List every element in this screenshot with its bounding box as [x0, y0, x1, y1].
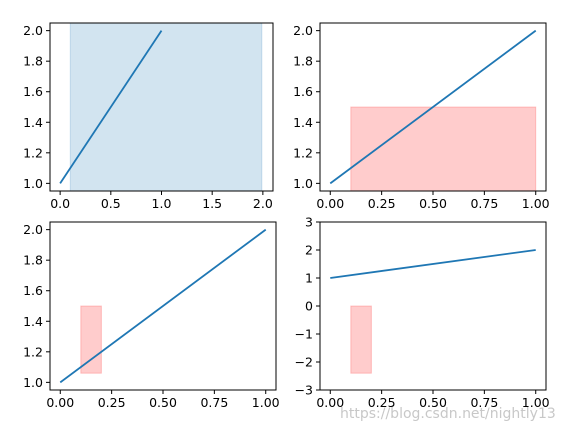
y-tick-label: 2.0 [293, 23, 313, 38]
watermark: https://blog.csdn.net/nightly13 [340, 406, 556, 422]
x-tick-label: 1.5 [202, 196, 222, 211]
x-tick-label: 0.25 [368, 395, 396, 410]
y-tick-label: 1 [305, 271, 313, 286]
y-tick-label: 1.4 [23, 314, 43, 329]
x-tick-label: 0.50 [419, 196, 447, 211]
y-tick-label: −3 [295, 383, 313, 398]
y-tick-label: 1.0 [293, 176, 313, 191]
y-tick-label: 1.2 [293, 145, 313, 160]
y-tick-label: −2 [295, 355, 313, 370]
y-tick-label: 1.8 [23, 54, 43, 69]
x-tick-label: 0.5 [101, 196, 121, 211]
y-tick-label: 3 [305, 215, 313, 230]
x-tick-label: 0.50 [419, 395, 447, 410]
x-tick-label: 2.0 [253, 196, 273, 211]
y-tick-label: 1.2 [23, 145, 43, 160]
shaded-span-0 [350, 106, 537, 192]
x-tick-label: 0.25 [368, 196, 396, 211]
x-tick-label: 1.00 [522, 196, 550, 211]
y-tick-label: 1.6 [23, 283, 43, 298]
series-line-0 [329, 29, 537, 185]
series-line-0 [59, 228, 267, 384]
x-tick-label: 0.00 [46, 395, 74, 410]
y-tick-label: 1.4 [23, 115, 43, 130]
x-tick-label: 0.25 [98, 395, 126, 410]
x-tick-label: 1.00 [522, 395, 550, 410]
series-line-0 [59, 30, 163, 184]
x-tick-label: 0.00 [316, 196, 344, 211]
x-tick-label: 0.00 [316, 395, 344, 410]
x-tick-label: 0.75 [470, 395, 498, 410]
x-tick-label: 0.75 [200, 395, 228, 410]
subplot-top-right: 0.00 0.25 0.50 0.75 1.00 1.0 1.2 1.4 1.6 1.8 2.0 [293, 22, 550, 211]
y-tick-label: 2 [305, 243, 313, 258]
y-tick-label: 1.8 [293, 54, 313, 69]
x-tick-label: 1.0 [152, 196, 172, 211]
y-tick-label: 2.0 [23, 222, 43, 237]
shaded-span-0 [350, 305, 372, 374]
shaded-span-0 [80, 305, 102, 374]
y-tick-label: 1.2 [23, 344, 43, 359]
y-tick-label: 2.0 [23, 23, 43, 38]
y-tick-label: 1.8 [23, 253, 43, 268]
series-line-0 [330, 249, 536, 279]
y-tick-label: 1.0 [23, 176, 43, 191]
x-tick-label: 0.0 [50, 196, 70, 211]
x-tick-label: 0.75 [470, 196, 498, 211]
x-tick-label: 1.00 [252, 395, 280, 410]
subplot-bottom-left: 0.00 0.25 0.50 0.75 1.00 1.0 1.2 1.4 1.6 1.8 2.0 [23, 221, 280, 410]
subplot-bottom-right: 0.00 0.25 0.50 0.75 1.00 −3 −2 −1 0 1 2 3 [295, 215, 550, 411]
x-tick-label: 0.50 [149, 395, 177, 410]
shaded-span-0 [69, 22, 263, 192]
y-tick-label: 1.0 [23, 375, 43, 390]
y-tick-label: −1 [295, 327, 313, 342]
subplot-top-left: 0.0 0.5 1.0 1.5 2.0 1.0 1.2 1.4 1.6 1.8 2.0 [23, 22, 274, 211]
y-tick-label: 1.6 [23, 84, 43, 99]
y-tick-label: 1.4 [293, 115, 313, 130]
y-tick-label: 0 [305, 299, 313, 314]
y-tick-label: 1.6 [293, 84, 313, 99]
